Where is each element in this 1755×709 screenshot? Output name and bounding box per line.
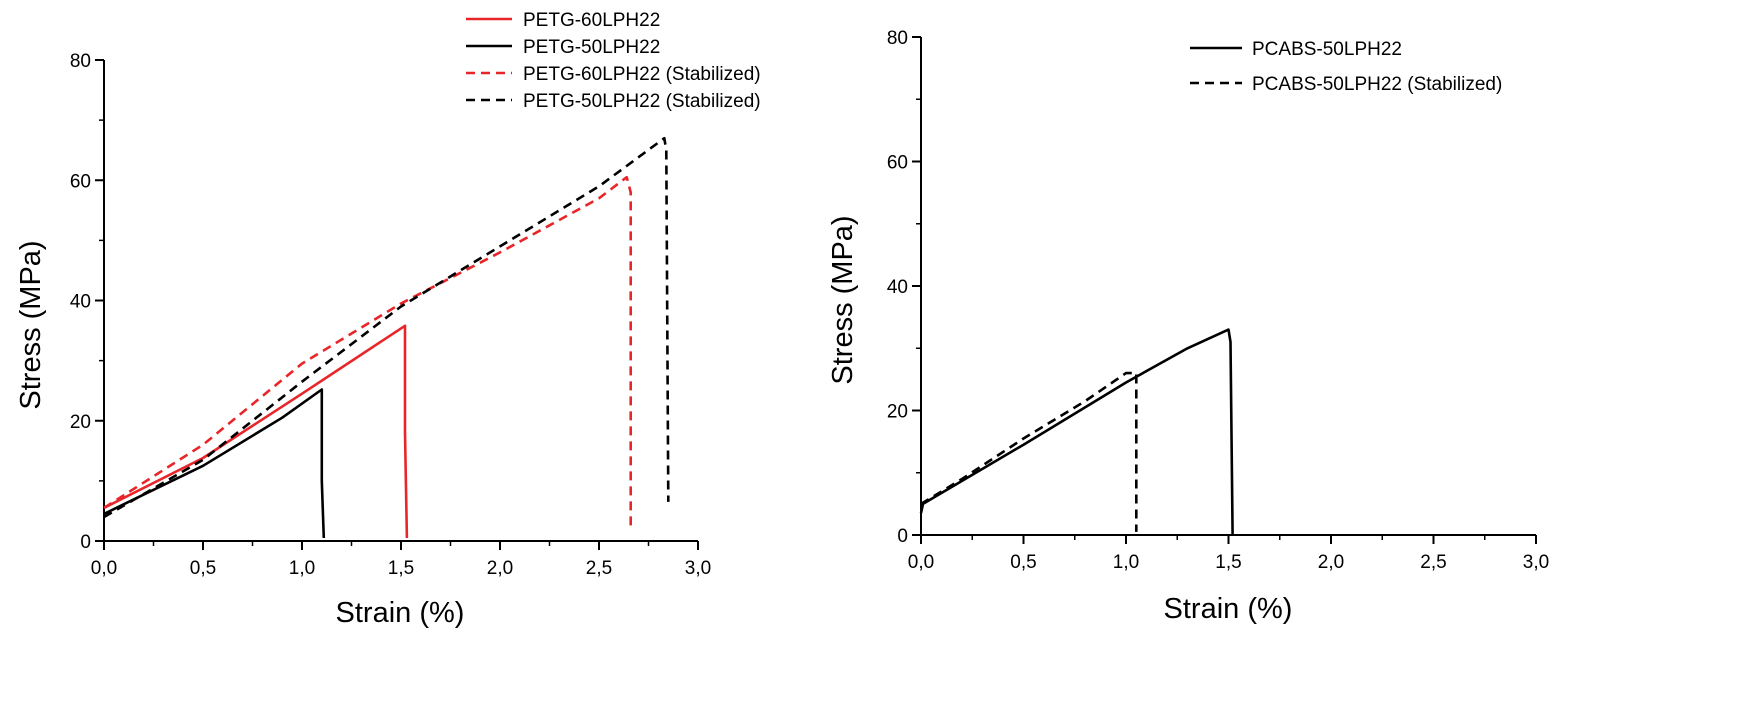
left-series-line-0 <box>103 324 409 539</box>
right-legend: PCABS-50LPH22 PCABS-50LPH22 (Stabilized) <box>1190 39 1502 95</box>
right-y-axis-title: Stress (MPa) <box>827 215 859 384</box>
left-x-tick-label: 2,0 <box>487 558 513 579</box>
left-x-tick-label: 1,0 <box>289 558 315 579</box>
left-y-axis-title: Stress (MPa) <box>15 240 47 409</box>
chart-left: 0,0 0,5 1,0 1,5 2,0 2,5 3,0 0 20 40 60 80 PETG-60LP… <box>15 10 761 629</box>
left-x-axis-title: Strain (%) <box>336 597 465 629</box>
right-y-tick-label: 40 <box>887 277 908 298</box>
right-series <box>919 328 1234 536</box>
right-x-tick-label: 2,0 <box>1318 552 1344 573</box>
chart-right: 0,0 0,5 1,0 1,5 2,0 2,5 3,0 0 20 40 60 80 PCABS-50L… <box>827 28 1549 625</box>
left-series-line-1 <box>103 388 326 539</box>
left-x-tick-label: 1,5 <box>388 558 414 579</box>
left-series-line-2 <box>103 175 632 526</box>
right-series-line-1 <box>920 371 1138 532</box>
left-legend: PETG-60LPH22 PETG-50LPH22 PETG-60LPH22 (St… <box>466 10 761 112</box>
right-legend-label-0: PCABS-50LPH22 <box>1252 39 1402 60</box>
left-x-tick-label: 0,0 <box>91 558 117 579</box>
left-x-tick-label: 2,5 <box>586 558 612 579</box>
right-x-tick-label: 1,5 <box>1215 552 1241 573</box>
left-series <box>103 136 670 539</box>
left-legend-label-3: PETG-50LPH22 (Stabilized) <box>523 91 761 112</box>
left-legend-label-1: PETG-50LPH22 <box>523 37 660 58</box>
left-x-tick-label: 0,5 <box>190 558 216 579</box>
right-series-line-0 <box>919 328 1234 536</box>
left-y-tick-label: 60 <box>70 171 91 192</box>
left-legend-label-0: PETG-60LPH22 <box>523 10 660 31</box>
right-y-tick-label: 20 <box>887 402 908 423</box>
right-y-tick-label: 60 <box>887 153 908 174</box>
left-y-tick-label: 20 <box>70 412 91 433</box>
right-x-tick-label: 0,0 <box>908 552 934 573</box>
right-x-axis-title: Strain (%) <box>1164 593 1293 625</box>
left-legend-label-2: PETG-60LPH22 (Stabilized) <box>523 64 761 85</box>
left-y-tick-label: 40 <box>70 292 91 313</box>
left-axes: 0,0 0,5 1,0 1,5 2,0 2,5 3,0 0 20 40 60 80 <box>70 51 711 579</box>
right-x-tick-label: 2,5 <box>1420 552 1446 573</box>
right-y-tick-label: 80 <box>887 28 908 49</box>
left-x-tick-label: 3,0 <box>685 558 711 579</box>
left-y-tick-label: 0 <box>80 532 91 553</box>
left-series-line-3 <box>103 136 670 519</box>
right-x-tick-label: 0,5 <box>1010 552 1036 573</box>
right-x-tick-label: 1,0 <box>1113 552 1139 573</box>
right-legend-label-1: PCABS-50LPH22 (Stabilized) <box>1252 74 1502 95</box>
left-y-tick-label: 80 <box>70 51 91 72</box>
right-x-tick-label: 3,0 <box>1523 552 1549 573</box>
right-axes: 0,0 0,5 1,0 1,5 2,0 2,5 3,0 0 20 40 60 80 <box>887 28 1549 573</box>
right-y-tick-label: 0 <box>897 526 908 547</box>
